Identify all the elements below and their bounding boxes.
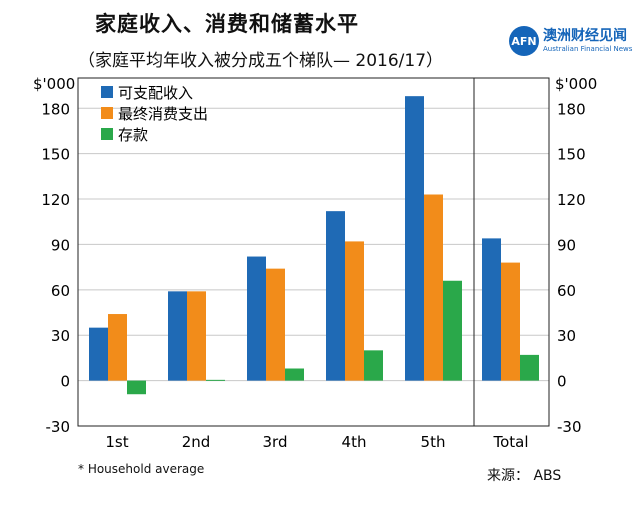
y-tick-label-left: 120 <box>41 191 70 209</box>
bar <box>501 262 520 381</box>
bar <box>345 241 364 381</box>
y-axis-left-ticks: -30 0 30 60 90 120 150 180 <box>41 100 70 436</box>
y-tick-label-left: -30 <box>46 418 71 436</box>
x-axis-ticks: 1st 2nd 3rd 4th 5th Total <box>105 433 528 451</box>
bar <box>108 314 127 381</box>
bar <box>285 368 304 381</box>
afn-logo-icon: AFN <box>509 26 539 56</box>
y-axis-right-ticks: -30 0 30 60 90 120 150 180 <box>557 100 586 436</box>
bar <box>89 327 108 381</box>
chart-frame <box>77 77 550 427</box>
x-tick-label: 4th <box>342 433 367 451</box>
y-tick-label-left: 180 <box>41 100 70 118</box>
x-tick-label: 3rd <box>263 433 288 451</box>
bar <box>443 280 462 381</box>
y-tick-label-left: 0 <box>60 373 70 391</box>
y-axis-left-unit: $'000 <box>33 75 75 93</box>
bars <box>89 96 539 395</box>
y-tick-label-right: -30 <box>557 418 582 436</box>
x-tick-label: 1st <box>105 433 128 451</box>
legend-swatch <box>101 128 113 140</box>
plot-border <box>77 77 550 427</box>
footnote: * Household average <box>78 462 205 476</box>
bar <box>127 380 146 395</box>
bar <box>326 211 345 381</box>
bar <box>405 96 424 381</box>
y-tick-label-right: 150 <box>557 146 586 164</box>
legend-label: 存款 <box>118 126 148 144</box>
brand-logo-block: AFN 澳洲财经见闻 Australian Financial News <box>509 24 634 64</box>
brand-name: 澳洲财经见闻 <box>543 28 627 44</box>
bar <box>187 291 206 381</box>
bar <box>364 350 383 381</box>
y-tick-label-right: 0 <box>557 373 567 391</box>
gridlines <box>78 107 549 427</box>
y-tick-label-right: 180 <box>557 100 586 118</box>
y-tick-label-right: 60 <box>557 282 576 300</box>
x-tick-label: 5th <box>421 433 446 451</box>
brand-english-name: Australian Financial News <box>543 45 633 53</box>
bar <box>247 256 266 381</box>
chart-subtitle: （家庭平均年收入被分成五个梯队— 2016/17） <box>78 51 444 71</box>
bar <box>206 379 225 381</box>
legend-swatch <box>101 86 113 98</box>
x-tick-label: Total <box>492 433 528 451</box>
legend-label: 可支配收入 <box>118 84 193 102</box>
legend-swatch <box>101 107 113 119</box>
bar <box>482 238 501 381</box>
y-tick-label-right: 30 <box>557 327 576 345</box>
bar <box>520 354 539 381</box>
y-tick-label-right: 120 <box>557 191 586 209</box>
y-tick-label-left: 90 <box>51 236 70 254</box>
legend-label: 最终消费支出 <box>118 105 208 123</box>
bar <box>266 268 285 381</box>
chart-title: 家庭收入、消费和储蓄水平 <box>95 12 359 36</box>
y-tick-label-left: 60 <box>51 282 70 300</box>
source-note: 来源： ABS <box>487 468 562 484</box>
y-tick-label-right: 90 <box>557 236 576 254</box>
y-axis-right-unit: $'000 <box>555 75 597 93</box>
y-tick-label-left: 30 <box>51 327 70 345</box>
x-tick-label: 2nd <box>182 433 211 451</box>
bar <box>168 291 187 381</box>
bar <box>424 194 443 381</box>
y-tick-label-left: 150 <box>41 146 70 164</box>
